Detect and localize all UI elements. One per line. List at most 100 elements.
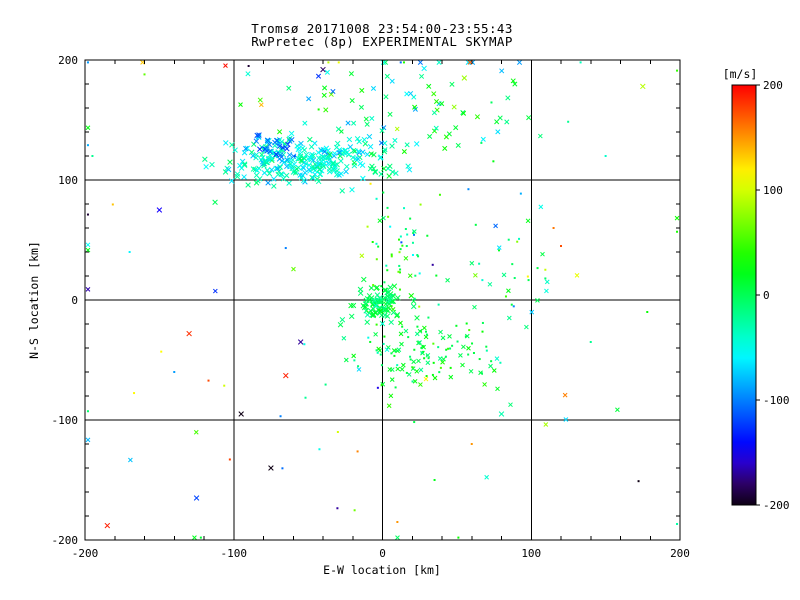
scatter-point (381, 125, 387, 131)
scatter-point (223, 140, 229, 146)
scatter-point (227, 159, 233, 165)
scatter-point (552, 227, 555, 229)
scatter-point (425, 375, 428, 378)
scatter-point (311, 165, 317, 172)
scatter-point (401, 325, 404, 328)
scatter-point (604, 155, 607, 157)
scatter-point (485, 345, 488, 348)
scatter-point (379, 353, 382, 356)
scatter-point (389, 78, 395, 84)
scatter-point (466, 345, 471, 351)
scatter-point (468, 368, 474, 374)
scatter-point (414, 274, 417, 277)
scatter-point (431, 128, 438, 134)
scatter-point (544, 268, 547, 271)
scatter-point (254, 167, 261, 174)
scatter-point (401, 148, 407, 155)
scatter-point (307, 155, 314, 161)
scatter-point (284, 163, 290, 170)
scatter-point (276, 143, 283, 149)
scatter-point (440, 359, 445, 365)
scatter-point (385, 299, 392, 306)
scatter-point (446, 131, 452, 137)
scatter-point (274, 137, 280, 144)
scatter-point (399, 341, 404, 347)
scatter-point (472, 351, 475, 354)
scatter-point (589, 341, 592, 343)
colorbar-tick-label: -200 (763, 499, 790, 512)
scatter-point (640, 83, 646, 90)
scatter-point (473, 272, 478, 278)
scatter-point (398, 331, 404, 337)
scatter-point (390, 352, 393, 355)
scatter-point (225, 166, 232, 173)
scatter-point (487, 281, 493, 287)
scatter-point (241, 149, 248, 156)
scatter-point (499, 361, 502, 364)
scatter-point (310, 157, 317, 163)
scatter-point (405, 245, 408, 248)
scatter-point (423, 334, 429, 340)
scatter-point (352, 156, 359, 162)
scatter-point (199, 536, 202, 539)
scatter-point (460, 110, 467, 116)
scatter-point (407, 273, 413, 279)
scatter-point (488, 363, 493, 369)
scatter-point (579, 61, 582, 64)
scatter-point (441, 356, 446, 362)
scatter-point (436, 60, 442, 65)
scatter-point (241, 161, 248, 167)
scatter-point (339, 129, 344, 134)
scatter-point (229, 142, 235, 148)
scatter-point (248, 149, 255, 155)
scatter-point (363, 116, 369, 122)
scatter-point (247, 65, 250, 67)
scatter-point (418, 305, 421, 308)
scatter-point (409, 355, 412, 358)
scatter-point (294, 166, 300, 172)
scatter-point (302, 120, 308, 126)
scatter-point (186, 330, 192, 337)
scatter-point (268, 465, 274, 471)
scatter-point (237, 162, 243, 169)
scatter-point (253, 180, 260, 186)
scatter-point (364, 319, 370, 325)
scatter-point (433, 125, 439, 131)
scatter-point (480, 372, 483, 375)
scatter-point (422, 350, 425, 353)
scatter-point (439, 101, 445, 107)
scatter-point (465, 60, 471, 65)
scatter-point (393, 354, 396, 357)
scatter-point (536, 267, 539, 270)
scatter-point (567, 120, 570, 123)
scatter-point (437, 356, 443, 361)
scatter-point (516, 240, 519, 243)
scatter-point (85, 125, 91, 131)
scatter-point (241, 174, 247, 180)
scatter-point (348, 302, 354, 309)
scatter-point (341, 335, 347, 341)
scatter-point (283, 372, 289, 379)
scatter-point (498, 411, 505, 417)
scatter-point (510, 78, 516, 84)
scatter-point (563, 417, 569, 422)
scatter-point (337, 321, 344, 328)
scatter-point (372, 168, 378, 175)
scatter-point (295, 146, 302, 153)
scatter-point (574, 273, 580, 278)
scatter-point (448, 374, 454, 380)
scatter-point (376, 310, 383, 316)
scatter-point (387, 367, 393, 372)
scatter-point (432, 375, 438, 381)
scatter-point (526, 275, 529, 278)
scatter-point (390, 255, 393, 258)
scatter-point (333, 171, 340, 178)
scatter-point (480, 136, 486, 142)
scatter-point (306, 162, 312, 168)
scatter-point (323, 145, 330, 152)
scatter-point (286, 152, 293, 158)
scatter-point (376, 295, 383, 301)
scatter-point (387, 215, 390, 218)
scatter-point (332, 163, 338, 170)
